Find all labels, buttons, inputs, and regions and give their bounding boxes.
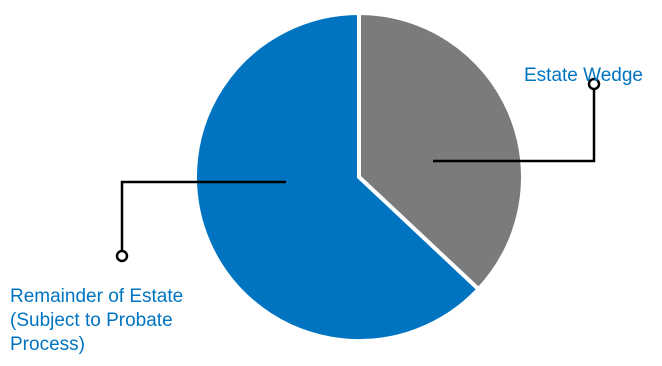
pie-slice-remainder-of-estate bbox=[193, 10, 482, 343]
remainder-of-estate-label: Remainder of Estate (Subject to Probate … bbox=[10, 285, 183, 357]
remainder-label-line-3: Process) bbox=[10, 334, 85, 355]
remainder-leader-end-marker bbox=[115, 249, 129, 263]
remainder-leader-line bbox=[120, 180, 286, 254]
estate-wedge-label: Estate Wedge bbox=[524, 65, 644, 86]
remainder-label-line-1: Remainder of Estate bbox=[10, 286, 184, 307]
estate-wedge-leader-end-marker bbox=[587, 77, 601, 91]
estate-wedge-leader-line bbox=[433, 86, 596, 163]
pie-slice-estate-wedge bbox=[357, 10, 525, 293]
remainder-label-line-2: (Subject to Probate bbox=[10, 310, 173, 331]
